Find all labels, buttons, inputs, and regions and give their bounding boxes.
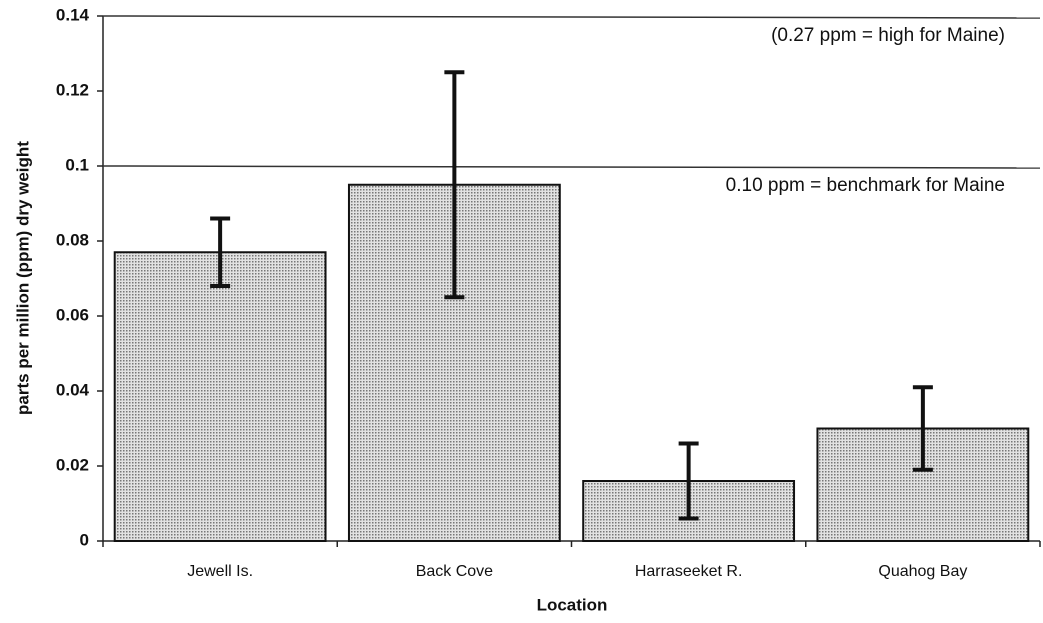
x-tick-label: Back Cove <box>416 563 493 580</box>
reference-label: (0.27 ppm = high for Maine) <box>771 25 1005 46</box>
y-tick-label: 0.06 <box>56 305 89 324</box>
y-tick-label: 0 <box>80 530 89 549</box>
y-axis-title: parts per million (ppm) dry weight <box>13 141 32 415</box>
bar <box>113 251 327 542</box>
y-tick-label: 0.14 <box>56 5 90 24</box>
y-tick-label: 0.08 <box>56 230 89 249</box>
y-tick-label: 0.1 <box>65 155 89 174</box>
x-tick-label: Harraseeket R. <box>635 563 743 580</box>
y-tick-label: 0.12 <box>56 80 89 99</box>
reference-line <box>102 15 1041 19</box>
x-axis-title: Location <box>537 595 608 614</box>
x-tick-label: Quahog Bay <box>878 563 967 580</box>
y-tick-label: 0.02 <box>56 455 89 474</box>
y-tick-label: 0.04 <box>56 380 90 399</box>
x-tick-label: Jewell Is. <box>187 563 253 580</box>
reference-line <box>102 165 1041 169</box>
reference-label: 0.10 ppm = benchmark for Maine <box>726 175 1005 196</box>
